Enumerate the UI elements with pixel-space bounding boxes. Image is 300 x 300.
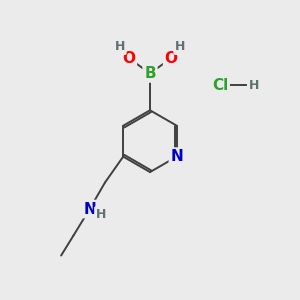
- Text: H: H: [248, 79, 259, 92]
- Text: H: H: [115, 40, 125, 53]
- Text: O: O: [122, 51, 135, 66]
- Text: H: H: [175, 40, 185, 53]
- Text: O: O: [165, 51, 178, 66]
- Text: N: N: [170, 149, 183, 164]
- Text: Cl: Cl: [212, 78, 228, 93]
- Text: B: B: [144, 66, 156, 81]
- Text: N: N: [83, 202, 96, 217]
- Text: H: H: [96, 208, 106, 221]
